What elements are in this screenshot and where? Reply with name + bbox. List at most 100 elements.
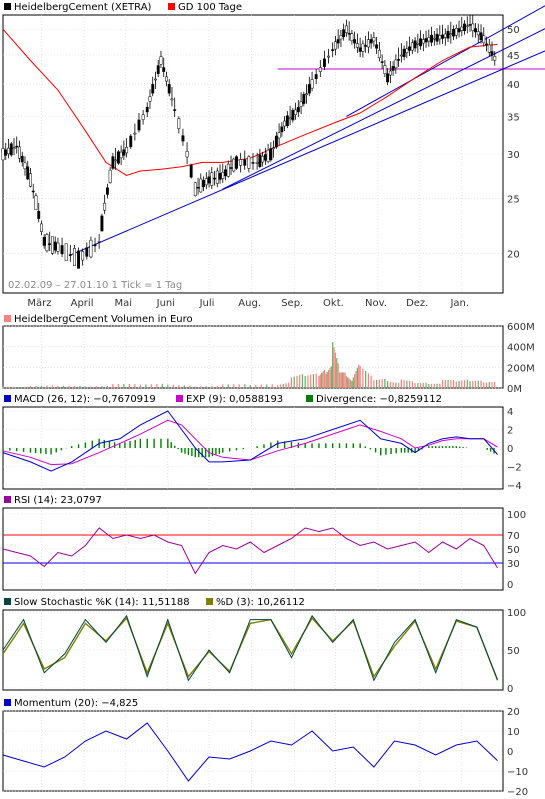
price-candle-body bbox=[369, 39, 373, 44]
price-candle-body bbox=[288, 117, 292, 120]
price-candle-body bbox=[336, 39, 340, 44]
momentum-legend: Momentum (20): −4,825 bbox=[4, 698, 138, 709]
price-candle-body bbox=[432, 37, 436, 40]
price-x-tick-label: Dez. bbox=[406, 298, 428, 309]
price-candle-body bbox=[452, 28, 455, 37]
price-candle-body bbox=[4, 149, 8, 156]
price-candle-body bbox=[239, 159, 243, 166]
stochastic-legend-swatch-1 bbox=[4, 598, 11, 605]
price-candle-body bbox=[229, 167, 233, 169]
price-candle-body bbox=[221, 172, 225, 179]
price-candle-body bbox=[427, 37, 431, 42]
price-trendline bbox=[346, 5, 545, 117]
volume-y-tick-label: 600M bbox=[507, 322, 535, 333]
price-candle-body bbox=[185, 151, 189, 158]
price-x-tick-label: Aug. bbox=[238, 298, 261, 309]
volume-legend-label: HeidelbergCement Volumen in Euro bbox=[14, 314, 193, 325]
price-candle-body bbox=[443, 33, 447, 38]
price-candle-body bbox=[258, 154, 262, 167]
price-candle-body bbox=[283, 120, 287, 127]
price-candle-body bbox=[419, 38, 423, 47]
price-candle-body bbox=[103, 202, 107, 211]
price-candle-body bbox=[479, 32, 483, 40]
stochastic-legend: Slow Stochastic %K (14): 11,51188 %D (3)… bbox=[4, 597, 305, 608]
stochastic-d-line bbox=[2, 616, 499, 681]
price-candle-body bbox=[386, 73, 390, 83]
momentum-legend-label: Momentum (20): −4,825 bbox=[14, 698, 138, 709]
price-candle-body bbox=[45, 234, 49, 252]
price-candle-body bbox=[145, 106, 149, 113]
price-candle-body bbox=[302, 94, 306, 104]
price-candle-body bbox=[299, 101, 303, 107]
price-x-tick-label: Jan. bbox=[449, 298, 469, 309]
price-candle-body bbox=[460, 26, 464, 31]
price-candle-body bbox=[463, 23, 466, 31]
price-candle-body bbox=[272, 147, 276, 149]
price-candle-body bbox=[235, 156, 238, 169]
moving-average-line bbox=[2, 28, 498, 176]
macd-legend-label-3: Divergence: −0,8259112 bbox=[316, 394, 442, 405]
volume-y-tick-label: 400M bbox=[507, 343, 535, 354]
price-candle-body bbox=[490, 51, 494, 56]
price-candle-body bbox=[294, 109, 298, 115]
price-candle-body bbox=[263, 154, 267, 161]
price-candle-body bbox=[471, 23, 475, 31]
stochastic-legend-label-1: Slow Stochastic %K (14): 11,51188 bbox=[14, 597, 190, 608]
stochastic-y-tick-label: 50 bbox=[507, 646, 520, 657]
price-candle-body bbox=[100, 215, 104, 232]
stochastic-legend-label-2: %D (3): 10,26112 bbox=[216, 597, 305, 608]
price-candle-body bbox=[37, 211, 41, 219]
price-candle-body bbox=[280, 126, 284, 133]
price-candle-body bbox=[148, 96, 152, 102]
price-legend-swatch-1 bbox=[4, 3, 11, 10]
price-candle-body bbox=[476, 31, 480, 36]
macd-y-tick-label: 4 bbox=[507, 407, 513, 418]
price-candle-body bbox=[296, 106, 300, 113]
price-candle-body bbox=[97, 241, 101, 243]
volume-legend: HeidelbergCement Volumen in Euro bbox=[4, 314, 193, 325]
price-x-tick-label: April bbox=[71, 298, 94, 309]
price-candle-body bbox=[482, 35, 486, 44]
price-candle-body bbox=[383, 65, 387, 74]
rsi-y-tick-label: 50 bbox=[507, 545, 520, 556]
price-candle-body bbox=[159, 56, 163, 65]
price-candle-body bbox=[116, 151, 120, 164]
price-candle-body bbox=[137, 119, 141, 131]
price-candle-body bbox=[243, 159, 247, 166]
price-candle-body bbox=[181, 135, 185, 142]
price-y-tick-label: 30 bbox=[507, 150, 520, 161]
price-candle-body bbox=[7, 147, 10, 154]
rsi-legend: RSI (14): 23,0797 bbox=[4, 495, 102, 506]
price-candle-body bbox=[358, 47, 362, 52]
price-candle-body bbox=[18, 146, 21, 159]
price-candle-body bbox=[151, 84, 155, 94]
volume-y-tick-label: 200M bbox=[507, 363, 535, 374]
momentum-line bbox=[2, 722, 498, 782]
rsi-y-tick-label: 0 bbox=[507, 580, 513, 591]
price-candle-body bbox=[9, 143, 13, 156]
macd-legend-label-1: MACD (26, 12): −0,7670919 bbox=[14, 394, 156, 405]
volume-panel-frame bbox=[2, 325, 504, 389]
momentum-y-tick-label: 20 bbox=[507, 707, 520, 718]
price-candle-body bbox=[48, 243, 52, 245]
price-candle-body bbox=[391, 66, 395, 71]
momentum-y-tick-label: 0 bbox=[507, 747, 513, 758]
price-y-tick-label: 45 bbox=[507, 51, 520, 62]
price-candle-body bbox=[314, 74, 318, 79]
price-candle-body bbox=[226, 163, 230, 177]
price-candle-body bbox=[72, 248, 76, 267]
price-x-tick-label: März bbox=[27, 298, 51, 309]
price-candle-body bbox=[493, 56, 497, 61]
price-candle-body bbox=[266, 149, 270, 162]
price-candle-body bbox=[85, 247, 89, 257]
price-candle-body bbox=[454, 28, 458, 36]
price-candle-body bbox=[51, 236, 54, 254]
price-candle-body bbox=[105, 187, 109, 195]
price-candle-body bbox=[485, 43, 488, 46]
price-candle-body bbox=[108, 169, 112, 183]
price-candle-body bbox=[327, 55, 330, 58]
price-candle-body bbox=[34, 195, 38, 210]
price-candle-body bbox=[60, 245, 64, 255]
price-candle-body bbox=[274, 135, 278, 148]
